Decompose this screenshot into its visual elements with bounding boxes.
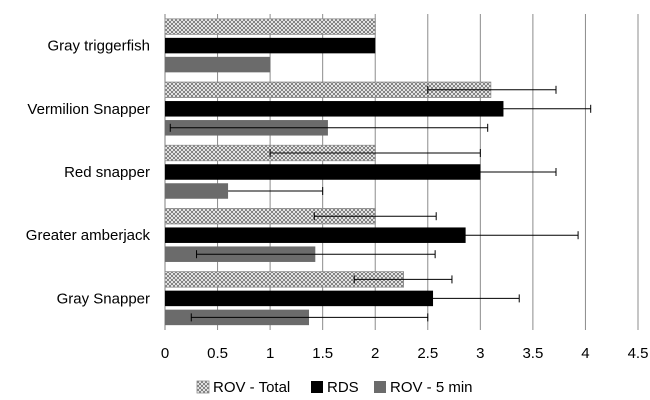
legend-swatch-1 — [311, 381, 323, 393]
x-tick-label: 0 — [161, 345, 169, 362]
bar-rds-1 — [165, 101, 504, 117]
category-labels: Gray triggerfish Vermilion Snapper Red sna… — [26, 38, 151, 308]
category-label: Vermilion Snapper — [27, 101, 150, 118]
legend-label: RDS — [327, 379, 359, 396]
category-label: Gray Snapper — [57, 290, 150, 307]
x-tick-label: 2.5 — [417, 345, 438, 362]
bar-rds-2 — [165, 164, 481, 180]
bar-rds-0 — [165, 37, 376, 54]
legend-label: ROV - Total — [213, 379, 290, 396]
error-bars — [169, 85, 592, 322]
bar-rov-total-0 — [164, 18, 376, 35]
x-tick-label: 4.5 — [628, 345, 649, 362]
legend-swatch-2 — [374, 381, 386, 393]
x-tick-label: 1.5 — [312, 345, 333, 362]
x-tick-label: 2 — [371, 345, 379, 362]
x-tick-label: 3.5 — [522, 345, 543, 362]
x-tick-label: 0.5 — [207, 345, 228, 362]
bar-rov-5-min-0 — [165, 56, 271, 73]
legend-label: ROV - 5 min — [390, 379, 473, 396]
x-axis-tick-labels: 0 0.5 1 1.5 2 2.5 3 3.5 4 4.5 — [161, 345, 649, 362]
legend: ROV - Total RDS ROV - 5 min — [196, 379, 473, 396]
category-label: Red snapper — [64, 164, 150, 181]
bar-rov-5-min-2 — [165, 183, 229, 199]
x-tick-label: 1 — [266, 345, 274, 362]
category-label: Gray triggerfish — [47, 38, 150, 55]
bar-rds-3 — [165, 227, 466, 243]
bar-rds-4 — [165, 290, 434, 307]
legend-swatch-0 — [196, 380, 210, 394]
x-tick-label: 3 — [476, 345, 484, 362]
category-label: Greater amberjack — [26, 227, 151, 244]
x-tick-label: 4 — [581, 345, 589, 362]
